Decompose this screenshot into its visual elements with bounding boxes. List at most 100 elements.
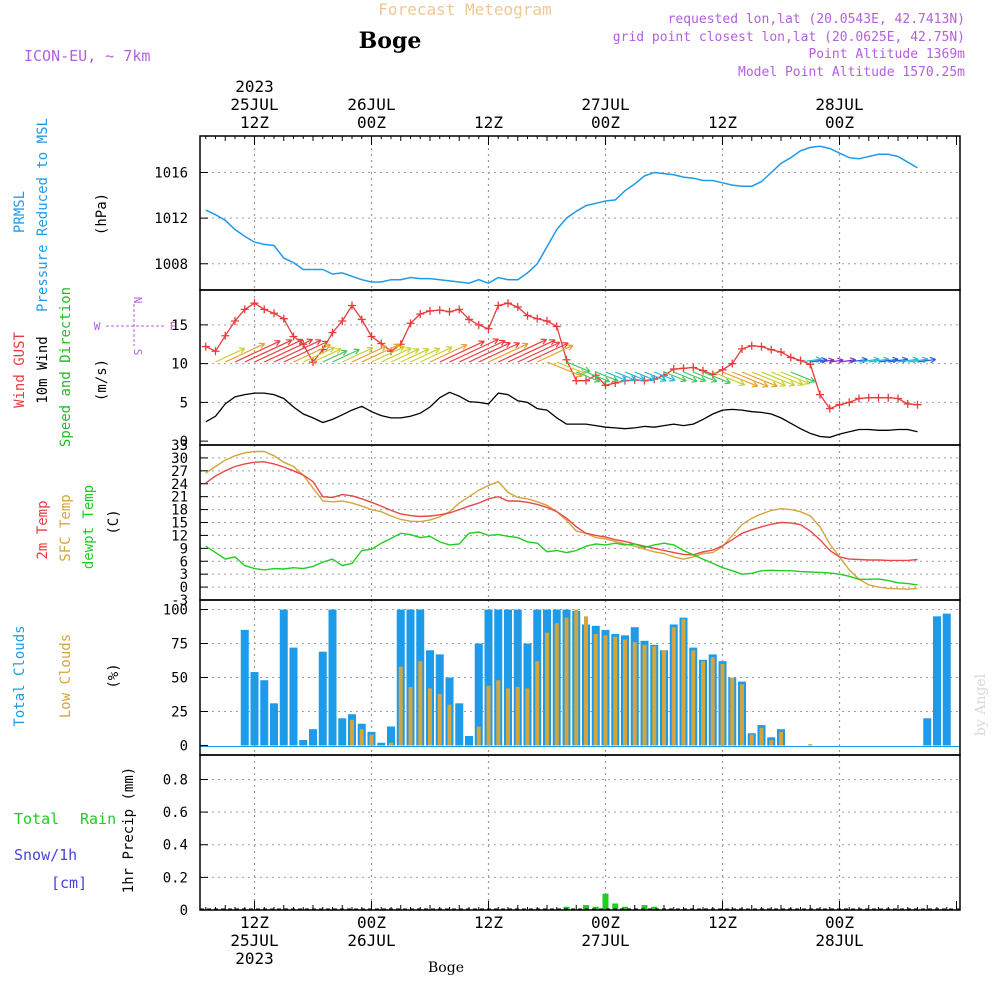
direction-arrow [654,371,676,382]
total-cloud-bar [387,726,395,746]
svg-text:S: S [131,349,144,356]
low-cloud-bar [408,687,413,746]
rain-bar [592,906,599,910]
direction-arrow [566,361,591,373]
ytick-label: 1016 [154,166,188,182]
low-cloud-bar [749,734,754,746]
point-altitude: Point Altitude 1369m [808,47,965,62]
pressure-label-msl: Pressure Reduced to MSL [35,118,51,312]
ytick-label: 0.4 [163,838,188,854]
low-cloud-bar [428,688,432,746]
temp-vgrid [253,445,841,600]
direction-arrow [536,344,574,363]
direction-arrow [634,371,656,382]
low-cloud-bar [730,677,735,746]
ytick-label: 75 [171,637,188,653]
gust-marker [504,299,512,308]
direction-arrow [390,348,420,363]
ytick-label: 15 [171,516,188,532]
ytick-label: 12 [171,528,188,544]
model-label: ICON-EU, ~ 7km [24,47,150,65]
temp-2m-line [205,461,918,562]
ytick-label: 0 [180,738,188,754]
low-cloud-bar [564,617,569,746]
gust-marker [513,303,522,312]
direction-arrow [790,371,816,383]
total-cloud-bar [484,609,493,746]
direction-arrow [380,347,412,363]
low-cloud-bar [535,661,540,746]
direction-arrow [917,356,937,364]
low-cloud-bar [691,650,696,746]
ytick-label: 15 [171,318,188,334]
gust-marker [484,324,493,333]
low-cloud-bar [759,727,764,746]
low-cloud-bar [808,744,813,746]
direction-arrow [254,338,304,363]
gust-marker [357,315,366,324]
rain-bar [583,905,589,910]
gust-marker [699,366,707,375]
total-cloud-bar [513,609,522,746]
top-time-label: 12Z [708,113,737,132]
direction-arrow [761,371,796,387]
gust-marker [348,301,356,310]
wind-yaxis: 0 5 10 15 [171,318,960,450]
total-cloud-bar [933,616,941,746]
low-cloud-bar [496,680,501,746]
low-cloud-bar [779,731,783,746]
low-cloud-bar [525,688,530,746]
direction-arrow [224,342,266,363]
direction-arrow [527,342,569,363]
ytick-label: 0 [180,580,188,596]
ytick-label: 33 [171,438,188,454]
precip-label-cm: [cm] [51,874,87,892]
low-cloud-bar [584,616,588,746]
low-cloud-bar [369,734,374,746]
gust-marker [201,342,210,351]
gust-marker [777,348,785,356]
top-time-label: 2023 [235,77,274,96]
gust-marker [270,309,278,318]
low-cloud-bar [710,657,715,746]
gust-marker [874,393,883,402]
gust-marker [523,311,532,320]
temp-label-unit: (C) [106,509,122,534]
temp-labels: 2m Temp SFC Temp dewpt Temp (C) [35,485,122,569]
low-cloud-bar [359,729,364,746]
ytick-label: 0 [180,434,188,450]
gust-marker [747,341,756,350]
direction-arrow [419,346,453,363]
precip-label-rain: Rain [80,810,116,828]
gust-marker [367,332,376,341]
cloud-label-total: Total Clouds [12,625,28,726]
gust-marker [903,399,912,408]
low-cloud-bar [476,726,481,746]
low-cloud-bar [545,632,549,746]
watermark: by Angel [973,673,989,736]
precip-frame [199,754,961,911]
ytick-label: 21 [171,490,188,506]
direction-arrow [673,371,698,383]
svg-text:E: E [170,320,177,333]
direction-arrow [410,347,441,363]
gust-marker [669,365,678,374]
bottom-time-label: 28JUL [815,931,863,950]
low-cloud-bar [671,627,676,746]
gust-marker [426,306,434,315]
gust-marker [582,376,590,385]
low-cloud-bar [613,636,618,746]
total-cloud-bar [406,609,415,746]
wind-label-10m: 10m Wind [35,336,51,403]
temp-label-2m: 2m Temp [35,500,51,559]
wind-vgrid [253,290,841,445]
direction-arrow [644,371,667,382]
wind-labels: Wind GUST 10m Wind Speed and Direction (… [12,287,176,447]
gust-marker [250,299,259,308]
bottom-time-label: 12Z [240,913,269,932]
direction-arrow [273,339,322,363]
plot-area: 100810121016051015-303691215182124273033… [154,77,961,968]
